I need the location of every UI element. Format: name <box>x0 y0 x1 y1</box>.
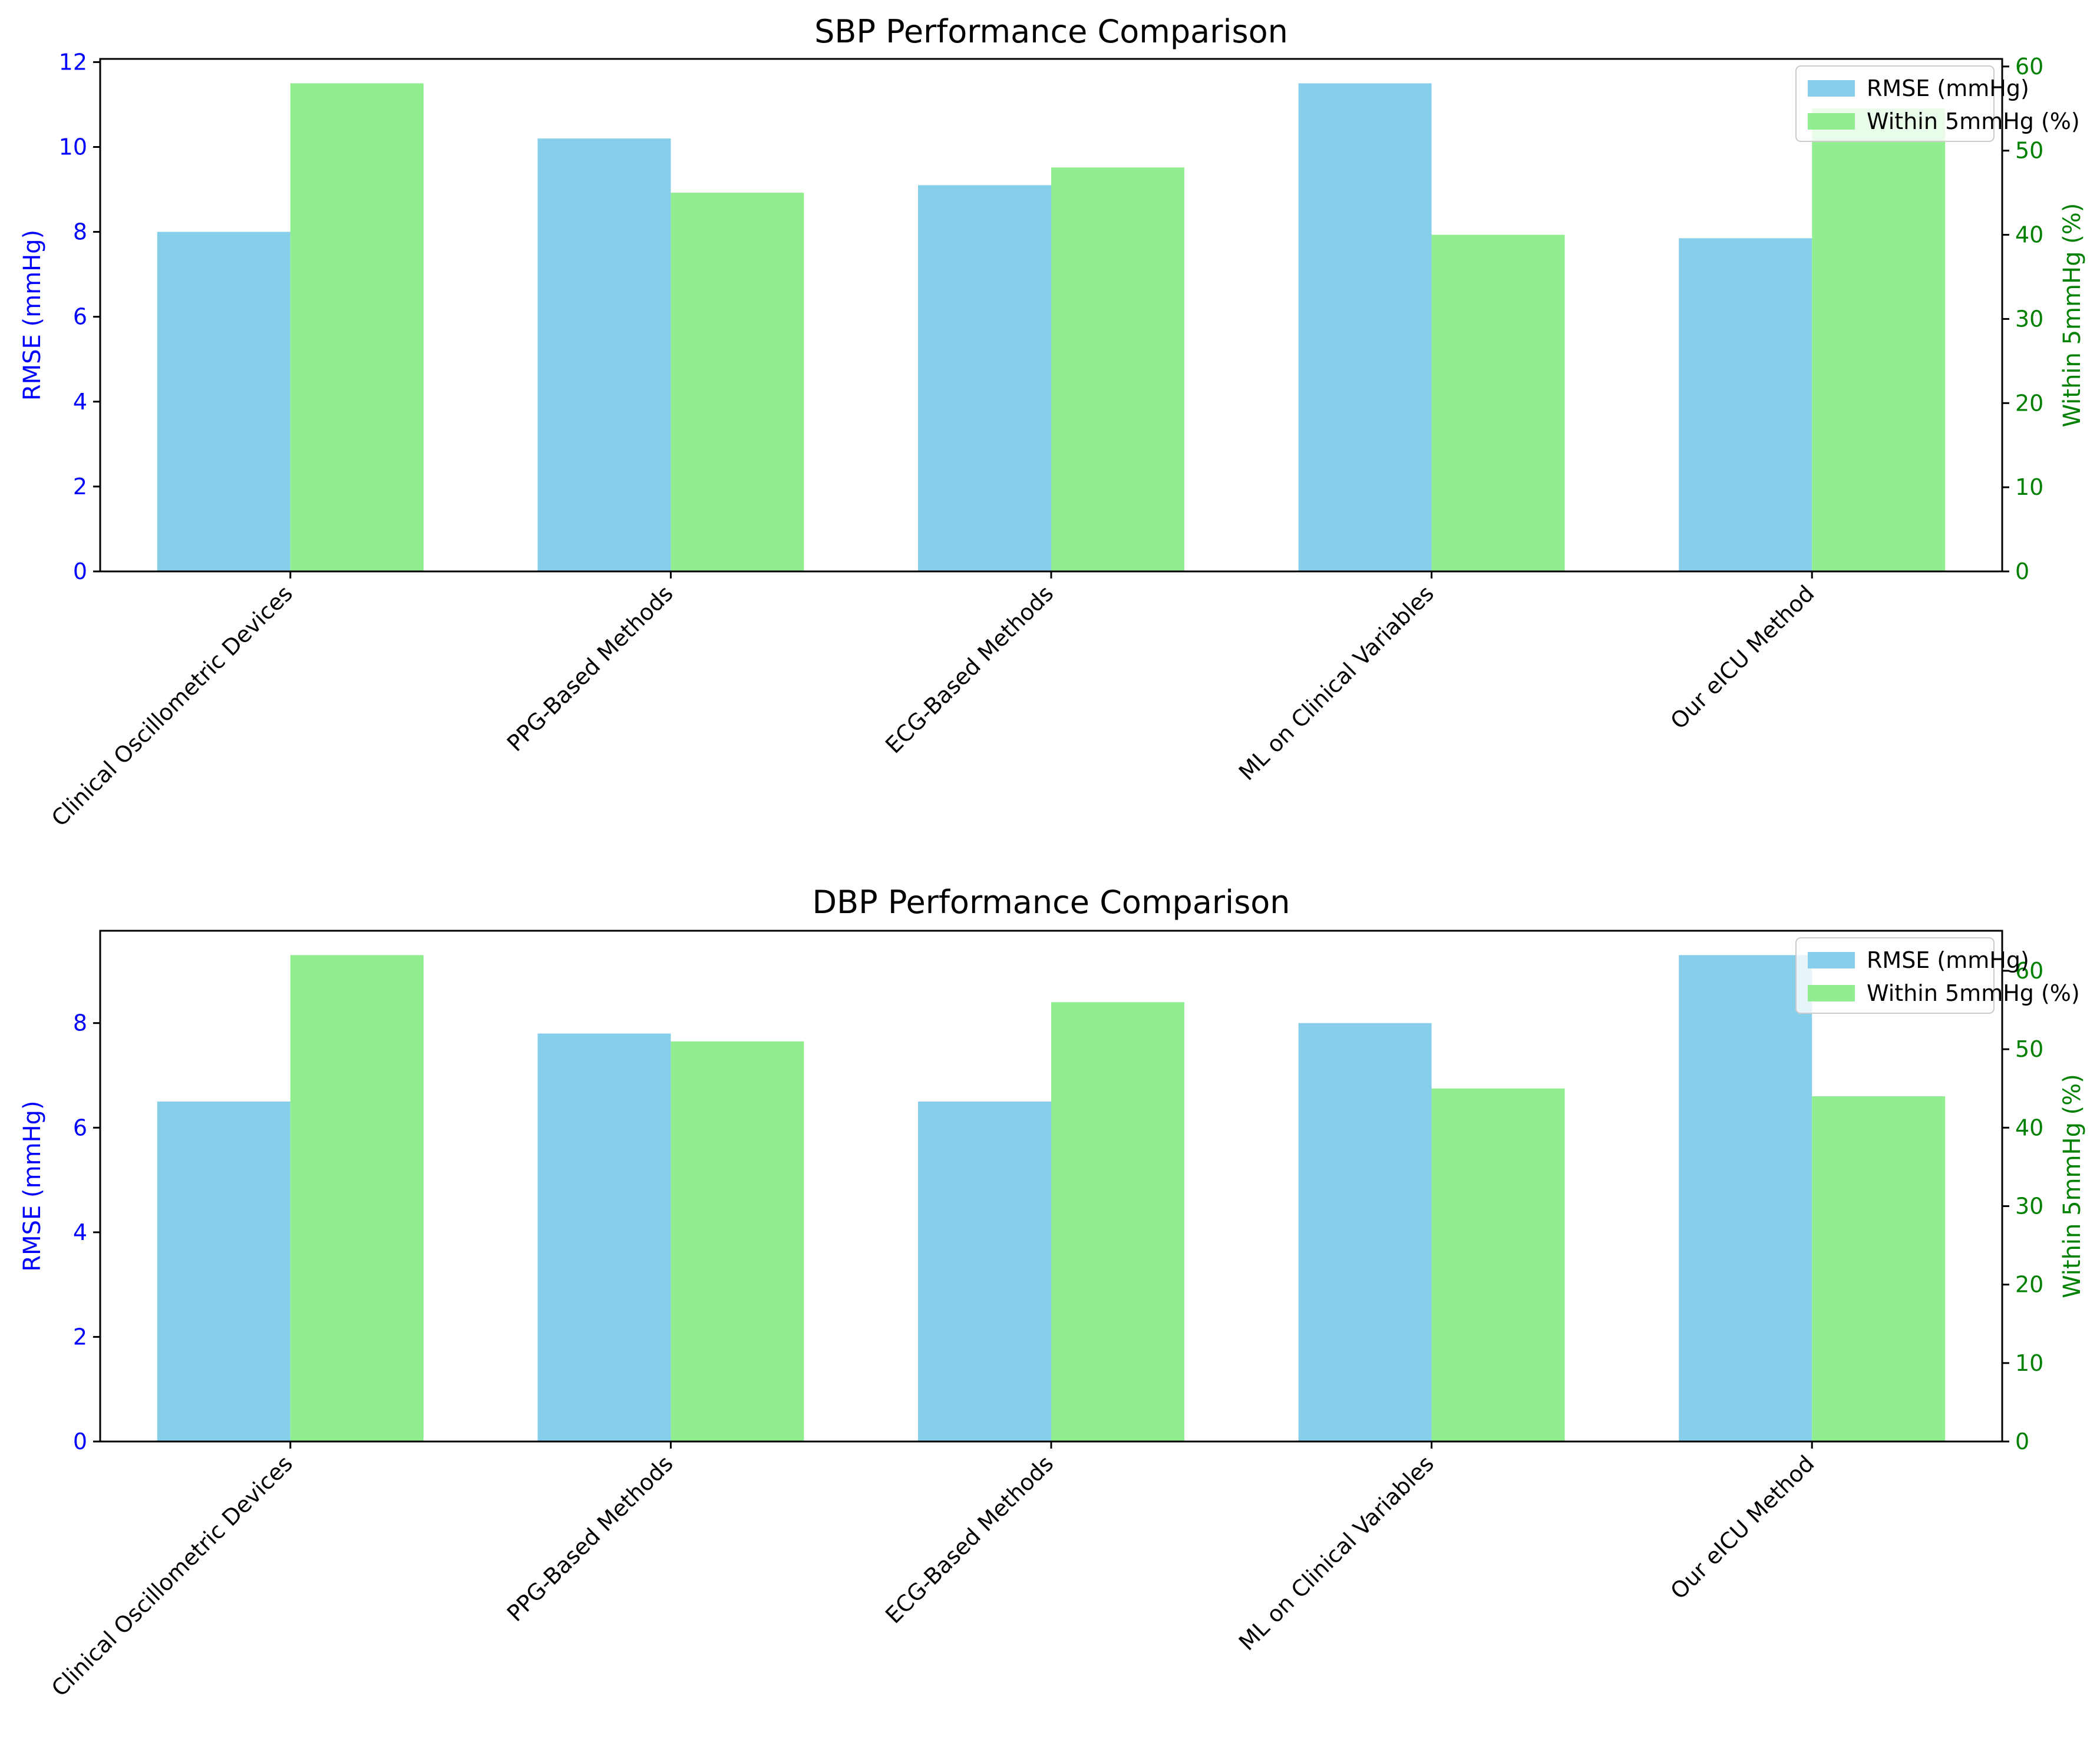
legend-swatch-rmse <box>1808 952 1855 968</box>
x-tick-label: Our eICU Method <box>1665 580 1819 734</box>
y-axis-label-right: Within 5mmHg (%) <box>2059 203 2086 428</box>
bar-rmse-1 <box>157 1101 290 1441</box>
bar-rmse-3 <box>918 1101 1051 1441</box>
bar-rmse-2 <box>537 138 671 572</box>
y-axis-label-right: Within 5mmHg (%) <box>2059 1074 2086 1298</box>
bar-rmse-4 <box>1298 83 1432 571</box>
y-axis-label-left: RMSE (mmHg) <box>19 230 46 401</box>
chart-title: SBP Performance Comparison <box>814 13 1288 50</box>
right-tick-label: 10 <box>2015 474 2043 500</box>
left-tick-label: 2 <box>73 474 87 500</box>
bar-rmse-5 <box>1679 238 1812 572</box>
left-tick-label: 8 <box>73 219 87 245</box>
bar-rmse-3 <box>918 185 1051 571</box>
x-tick-label: ML on Clinical Variables <box>1234 580 1439 785</box>
legend: RMSE (mmHg) Within 5mmHg (%) <box>1795 937 2080 1014</box>
right-tick-label: 30 <box>2015 306 2043 332</box>
bar-within-4 <box>1431 234 1565 572</box>
x-tick-label: ECG-Based Methods <box>880 580 1058 758</box>
bar-within-4 <box>1431 1088 1565 1441</box>
chart-title: DBP Performance Comparison <box>812 884 1290 921</box>
x-tick-label: PPG-Based Methods <box>502 580 678 756</box>
x-tick-label: ECG-Based Methods <box>880 1450 1058 1628</box>
bar-rmse-4 <box>1298 1023 1432 1441</box>
bar-within-5 <box>1812 108 1946 572</box>
right-tick-label: 30 <box>2015 1193 2043 1219</box>
left-tick-label: 6 <box>73 1115 87 1140</box>
right-tick-label: 20 <box>2015 1272 2043 1298</box>
legend-label-within: Within 5mmHg (%) <box>1867 980 2080 1006</box>
bar-rmse-1 <box>157 232 290 571</box>
right-tick-label: 20 <box>2015 390 2043 416</box>
legend: RMSE (mmHg) Within 5mmHg (%) <box>1795 65 2080 142</box>
chart-panel-1: SBP Performance Comparison 0 2 4 6 8 10 12 0 10 20… <box>19 13 2086 832</box>
left-tick-label: 8 <box>73 1010 87 1036</box>
left-tick-label: 6 <box>73 304 87 330</box>
right-tick-label: 50 <box>2015 1036 2043 1062</box>
right-tick-label: 50 <box>2015 138 2043 164</box>
x-tick-label: Clinical Oscillometric Devices <box>47 1450 298 1701</box>
bar-within-1 <box>290 83 424 571</box>
chart-panel-2: DBP Performance Comparison 0 2 4 6 8 0 10 20 30 40… <box>19 884 2086 1702</box>
right-tick-label: 40 <box>2015 222 2043 248</box>
left-tick-label: 4 <box>73 389 87 415</box>
legend-label-within: Within 5mmHg (%) <box>1867 108 2080 134</box>
left-tick-label: 12 <box>59 49 87 75</box>
legend-swatch-within <box>1808 113 1855 130</box>
x-tick-label: PPG-Based Methods <box>502 1450 678 1626</box>
left-tick-label: 4 <box>73 1219 87 1245</box>
right-tick-label: 60 <box>2015 54 2043 80</box>
bar-within-3 <box>1051 167 1184 571</box>
right-tick-label: 0 <box>2015 558 2029 584</box>
bar-within-2 <box>671 193 804 572</box>
right-tick-label: 0 <box>2015 1429 2029 1454</box>
legend-swatch-within <box>1808 985 1855 1001</box>
left-tick-label: 0 <box>73 558 87 584</box>
legend-label-rmse: RMSE (mmHg) <box>1867 947 2029 973</box>
x-tick-label: Clinical Oscillometric Devices <box>47 580 298 831</box>
bar-rmse-5 <box>1679 955 1812 1441</box>
left-tick-label: 0 <box>73 1429 87 1454</box>
bar-within-1 <box>290 955 424 1441</box>
bar-within-3 <box>1051 1002 1184 1441</box>
right-tick-label: 40 <box>2015 1115 2043 1140</box>
right-tick-label: 60 <box>2015 958 2043 984</box>
y-axis-label-left: RMSE (mmHg) <box>19 1100 46 1271</box>
x-tick-label: ML on Clinical Variables <box>1234 1450 1439 1655</box>
left-tick-label: 10 <box>59 134 87 160</box>
right-tick-label: 10 <box>2015 1350 2043 1376</box>
left-tick-label: 2 <box>73 1324 87 1350</box>
bar-within-5 <box>1812 1096 1946 1441</box>
bar-within-2 <box>671 1041 804 1441</box>
bar-rmse-2 <box>537 1033 671 1441</box>
legend-label-rmse: RMSE (mmHg) <box>1867 75 2029 101</box>
x-tick-label: Our eICU Method <box>1665 1450 1819 1604</box>
legend-swatch-rmse <box>1808 80 1855 97</box>
